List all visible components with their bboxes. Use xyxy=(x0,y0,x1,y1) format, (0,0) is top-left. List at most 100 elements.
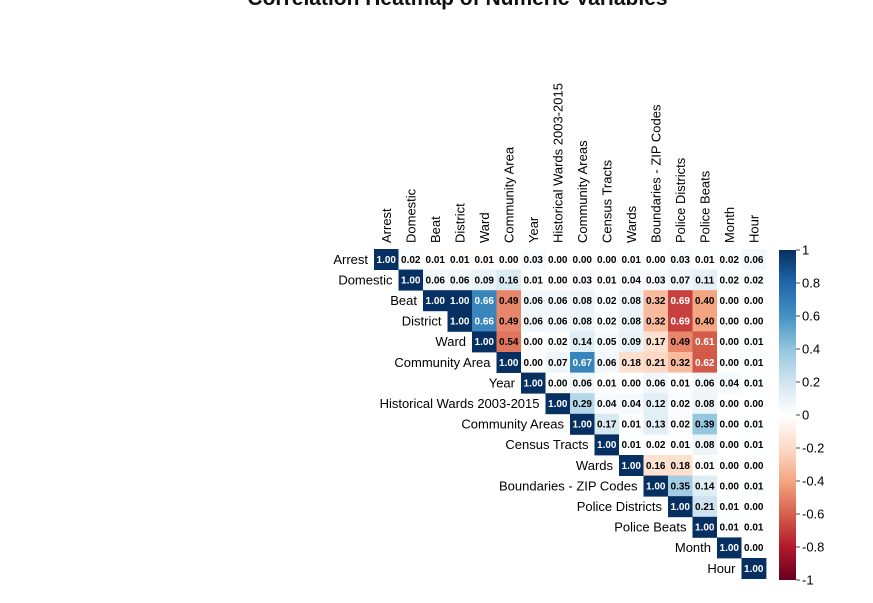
cell-value-label: 0.35 xyxy=(671,481,691,492)
heatmap-cell xyxy=(619,249,644,270)
cell-value-label: 1.00 xyxy=(450,296,470,307)
cell-value-label: 1.00 xyxy=(646,481,666,492)
heatmap-cell xyxy=(594,269,620,291)
heatmap-cell xyxy=(717,269,742,291)
column-label: Wards xyxy=(624,205,639,243)
cell-value-label: 0.00 xyxy=(646,255,666,266)
heatmap-cell xyxy=(692,372,718,394)
cell-value-label: 0.67 xyxy=(573,358,593,369)
cell-value-label: 0.02 xyxy=(597,317,617,328)
cell-value-label: 0.06 xyxy=(695,378,715,389)
cell-value-label: 1.00 xyxy=(622,461,642,472)
heatmap-cell xyxy=(717,290,742,312)
heatmap-cell xyxy=(717,352,742,373)
heatmap-cell xyxy=(619,434,644,456)
cell-value-label: 0.69 xyxy=(671,296,691,307)
heatmap-cell xyxy=(717,393,742,415)
color-legend-tick-label: 0.4 xyxy=(802,342,820,357)
cell-value-label: 0.08 xyxy=(622,296,642,307)
cell-value-label: 1.00 xyxy=(695,523,715,534)
heatmap-cell xyxy=(717,455,742,476)
heatmap-cell xyxy=(619,331,644,353)
heatmap-cell xyxy=(741,290,767,312)
cell-value-label: 1.00 xyxy=(377,255,397,266)
cell-value-label: 0.03 xyxy=(646,275,666,286)
cell-value-label: 0.01 xyxy=(744,523,764,534)
cell-value-label: 0.00 xyxy=(548,378,568,389)
cell-value-label: 0.06 xyxy=(646,378,666,389)
cell-value-label: 0.00 xyxy=(720,440,740,451)
cell-value-label: 0.07 xyxy=(548,358,568,369)
heatmap-cell xyxy=(545,393,571,415)
heatmap-cell xyxy=(717,496,742,518)
cell-value-label: 0.02 xyxy=(401,255,421,266)
cell-value-label: 0.00 xyxy=(744,317,764,328)
heatmap-cell xyxy=(545,331,571,353)
heatmap-cell xyxy=(668,455,693,476)
cell-value-label: 0.00 xyxy=(720,296,740,307)
heatmap-cell xyxy=(643,249,669,270)
cell-value-label: 0.08 xyxy=(622,317,642,328)
column-label: Beat xyxy=(428,216,443,243)
heatmap-cell xyxy=(423,269,448,291)
cell-value-label: 0.08 xyxy=(695,440,715,451)
cell-value-label: 0.17 xyxy=(646,337,666,348)
cell-value-label: 1.00 xyxy=(671,502,691,513)
heatmap-cell xyxy=(668,331,693,353)
heatmap-cell xyxy=(545,372,571,394)
cell-value-label: 0.16 xyxy=(499,275,519,286)
heatmap-cell xyxy=(570,249,595,270)
heatmap-cell xyxy=(570,331,595,353)
cell-value-label: 0.01 xyxy=(744,378,764,389)
heatmap-cell xyxy=(741,310,767,332)
color-legend-tick-label: -1 xyxy=(802,573,814,588)
heatmap-cell xyxy=(545,310,571,332)
column-label: Month xyxy=(722,207,737,243)
color-legend-tick-label: -0.2 xyxy=(802,441,824,456)
heatmap-cell xyxy=(692,455,718,476)
cell-value-label: 0.00 xyxy=(744,461,764,472)
cell-value-label: 0.09 xyxy=(622,337,642,348)
heatmap-cell xyxy=(496,310,522,332)
cell-value-label: 0.40 xyxy=(695,317,715,328)
heatmap-cell xyxy=(619,413,644,435)
cell-value-label: 0.02 xyxy=(548,337,568,348)
color-legend-tick-label: 1 xyxy=(802,243,809,258)
row-label: Police Districts xyxy=(577,499,663,514)
cell-value-label: 0.01 xyxy=(597,275,617,286)
heatmap-cell xyxy=(643,331,669,353)
cell-value-label: 0.32 xyxy=(646,317,666,328)
column-label: Domestic xyxy=(403,188,418,243)
cell-value-label: 0.06 xyxy=(426,275,446,286)
heatmap-cell xyxy=(521,310,546,332)
cell-value-label: 1.00 xyxy=(597,440,617,451)
heatmap-cell xyxy=(668,413,693,435)
row-label: Beat xyxy=(390,293,417,308)
column-label: District xyxy=(452,203,467,243)
cell-value-label: 0.49 xyxy=(499,317,519,328)
heatmap-cell xyxy=(643,455,669,476)
column-label: Police Districts xyxy=(673,157,688,243)
cell-value-label: 0.00 xyxy=(720,399,740,410)
heatmap-cell xyxy=(570,413,595,435)
cell-value-label: 0.18 xyxy=(671,461,691,472)
heatmap-cell xyxy=(594,331,620,353)
cell-value-label: 0.06 xyxy=(548,296,568,307)
heatmap-cell xyxy=(570,269,595,291)
cell-value-label: 0.06 xyxy=(548,317,568,328)
cell-value-label: 0.17 xyxy=(597,420,617,431)
cell-value-label: 0.00 xyxy=(573,255,593,266)
row-label: Boundaries - ZIP Codes xyxy=(499,478,638,493)
heatmap-cell xyxy=(374,249,399,270)
cell-value-label: 0.01 xyxy=(744,440,764,451)
cell-value-label: 0.00 xyxy=(597,255,617,266)
cell-value-label: 0.06 xyxy=(573,378,593,389)
cell-value-label: 0.00 xyxy=(499,255,519,266)
cell-value-label: 0.00 xyxy=(622,378,642,389)
cell-value-label: 0.01 xyxy=(524,275,544,286)
color-legend-tick-label: 0.6 xyxy=(802,309,820,324)
heatmap-cell xyxy=(619,310,644,332)
color-legend-tick-label: -0.4 xyxy=(802,474,824,489)
heatmap-cell xyxy=(619,269,644,291)
cell-value-label: 0.09 xyxy=(475,275,495,286)
